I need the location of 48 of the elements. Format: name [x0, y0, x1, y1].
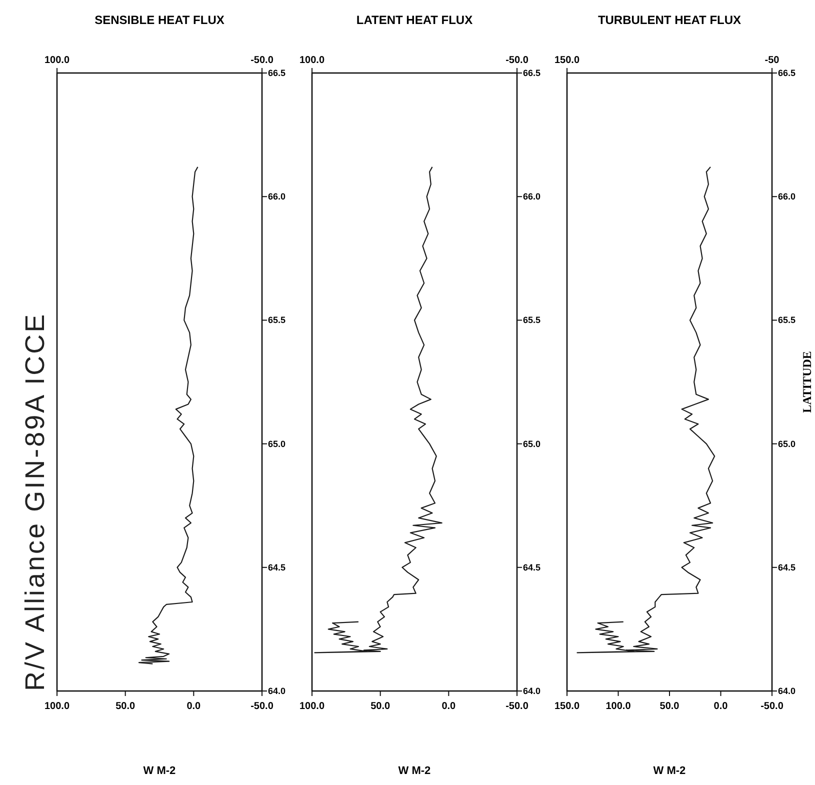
y-tick-label: 65.5 [268, 315, 286, 326]
x2-tick-label: -50.0 [250, 55, 274, 66]
y-tick-label: 65.0 [778, 438, 796, 449]
x-tick-label: -50.0 [250, 701, 274, 712]
x2-tick-label: 100.0 [44, 55, 70, 66]
x2-tick-label: -50 [764, 55, 780, 66]
y-tick-label: 64.0 [523, 686, 541, 696]
x-tick-label: 150.0 [554, 701, 580, 712]
x-axis-title: W M-2 [143, 765, 176, 777]
x-tick-label: 50.0 [370, 701, 390, 712]
x-tick-label: 100.0 [44, 701, 70, 712]
x-axis-title: W M-2 [398, 765, 431, 777]
line-series [576, 166, 716, 654]
x-tick-label: 0.0 [714, 701, 728, 712]
x-tick-label: 0.0 [442, 701, 456, 712]
x2-axis-title: LATENT HEAT FLUX [356, 13, 473, 27]
x2-axis-title: SENSIBLE HEAT FLUX [94, 13, 224, 27]
text: R/V Alliance GIN-89A ICCE [20, 312, 50, 691]
x2-tick-label: 100.0 [299, 55, 325, 66]
x-tick-label: -50.0 [760, 701, 784, 712]
y-tick-label: 66.0 [523, 192, 541, 202]
x-tick-label: 100.0 [606, 701, 632, 712]
y-tick-label: 64.0 [268, 686, 286, 696]
y-tick-label: 66.0 [268, 192, 286, 202]
y-tick-label: 64.5 [523, 562, 541, 572]
x-tick-label: 50.0 [660, 701, 680, 712]
y-axis-title: LATITUDE [800, 351, 814, 413]
y-tick-label: 64.5 [268, 562, 286, 572]
x-axis-title: W M-2 [653, 765, 686, 777]
x-tick-label: -50.0 [506, 701, 529, 712]
x2-axis-title: TURBULENT HEAT FLUX [598, 13, 742, 27]
x2-tick-label: -50.0 [506, 55, 529, 66]
x-tick-label: 100.0 [299, 701, 325, 712]
y-tick-label: 66.5 [778, 68, 796, 78]
line-series [138, 166, 198, 664]
y-tick-label: 65.5 [778, 315, 796, 326]
line-series [314, 166, 442, 654]
x-tick-label: 50.0 [116, 701, 136, 712]
y-tick-label: 65.5 [523, 315, 541, 326]
y-tick-label: 66.5 [523, 68, 541, 78]
y-tick-label: 66.5 [268, 68, 286, 78]
y-tick-label: 66.0 [778, 192, 796, 202]
y-tick-label: 65.0 [268, 438, 286, 449]
y-tick-label: 64.5 [778, 562, 796, 572]
y-tick-label: 65.0 [523, 438, 541, 449]
y-tick-label: 64.0 [778, 686, 796, 696]
x2-tick-label: 150.0 [554, 55, 580, 66]
x-tick-label: 0.0 [186, 701, 202, 712]
